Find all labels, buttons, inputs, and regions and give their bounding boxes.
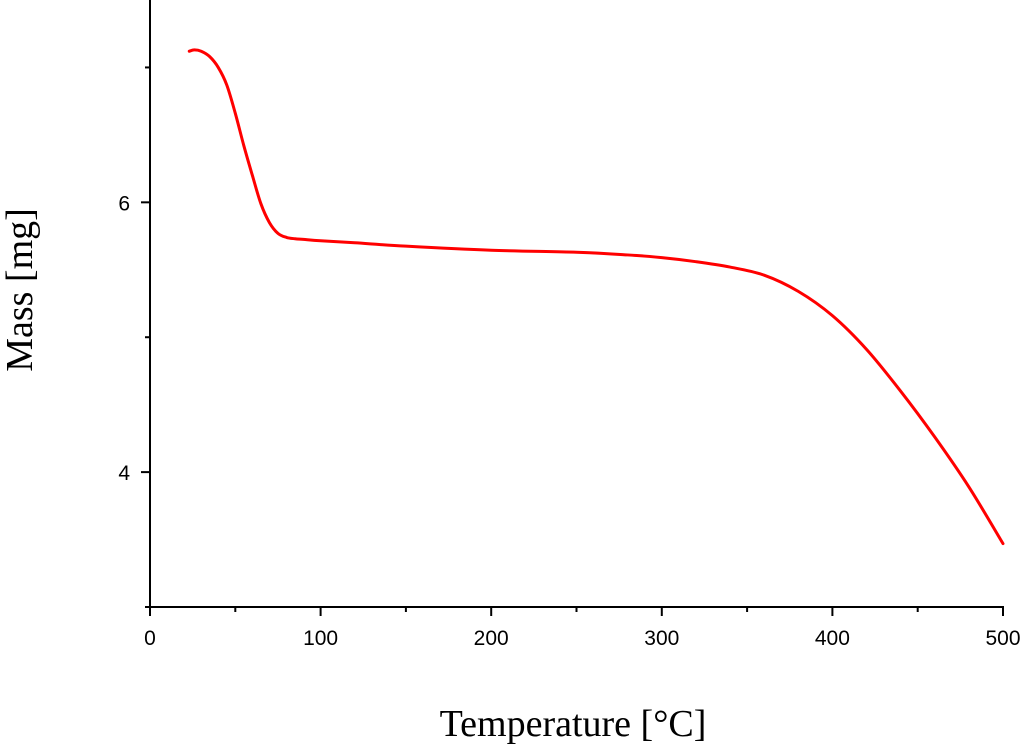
y-tick-label: 6 xyxy=(118,192,130,215)
mass-curve-line xyxy=(187,48,1005,546)
y-axis-title: Mass [mg] xyxy=(0,208,41,372)
series-layer xyxy=(187,48,1005,546)
ticks: 0 100 200 300 400 500 4 6 xyxy=(118,66,1021,650)
x-tick-label: 400 xyxy=(815,627,850,650)
axes xyxy=(149,0,1004,608)
x-axis-title: Temperature [°C] xyxy=(440,703,707,744)
x-tick-label: 300 xyxy=(644,627,679,650)
x-tick-label: 100 xyxy=(303,627,338,650)
x-tick-label: 0 xyxy=(144,627,156,650)
y-tick-label: 4 xyxy=(118,462,130,485)
x-tick-label: 200 xyxy=(474,627,509,650)
x-tick-label: 500 xyxy=(985,627,1020,650)
